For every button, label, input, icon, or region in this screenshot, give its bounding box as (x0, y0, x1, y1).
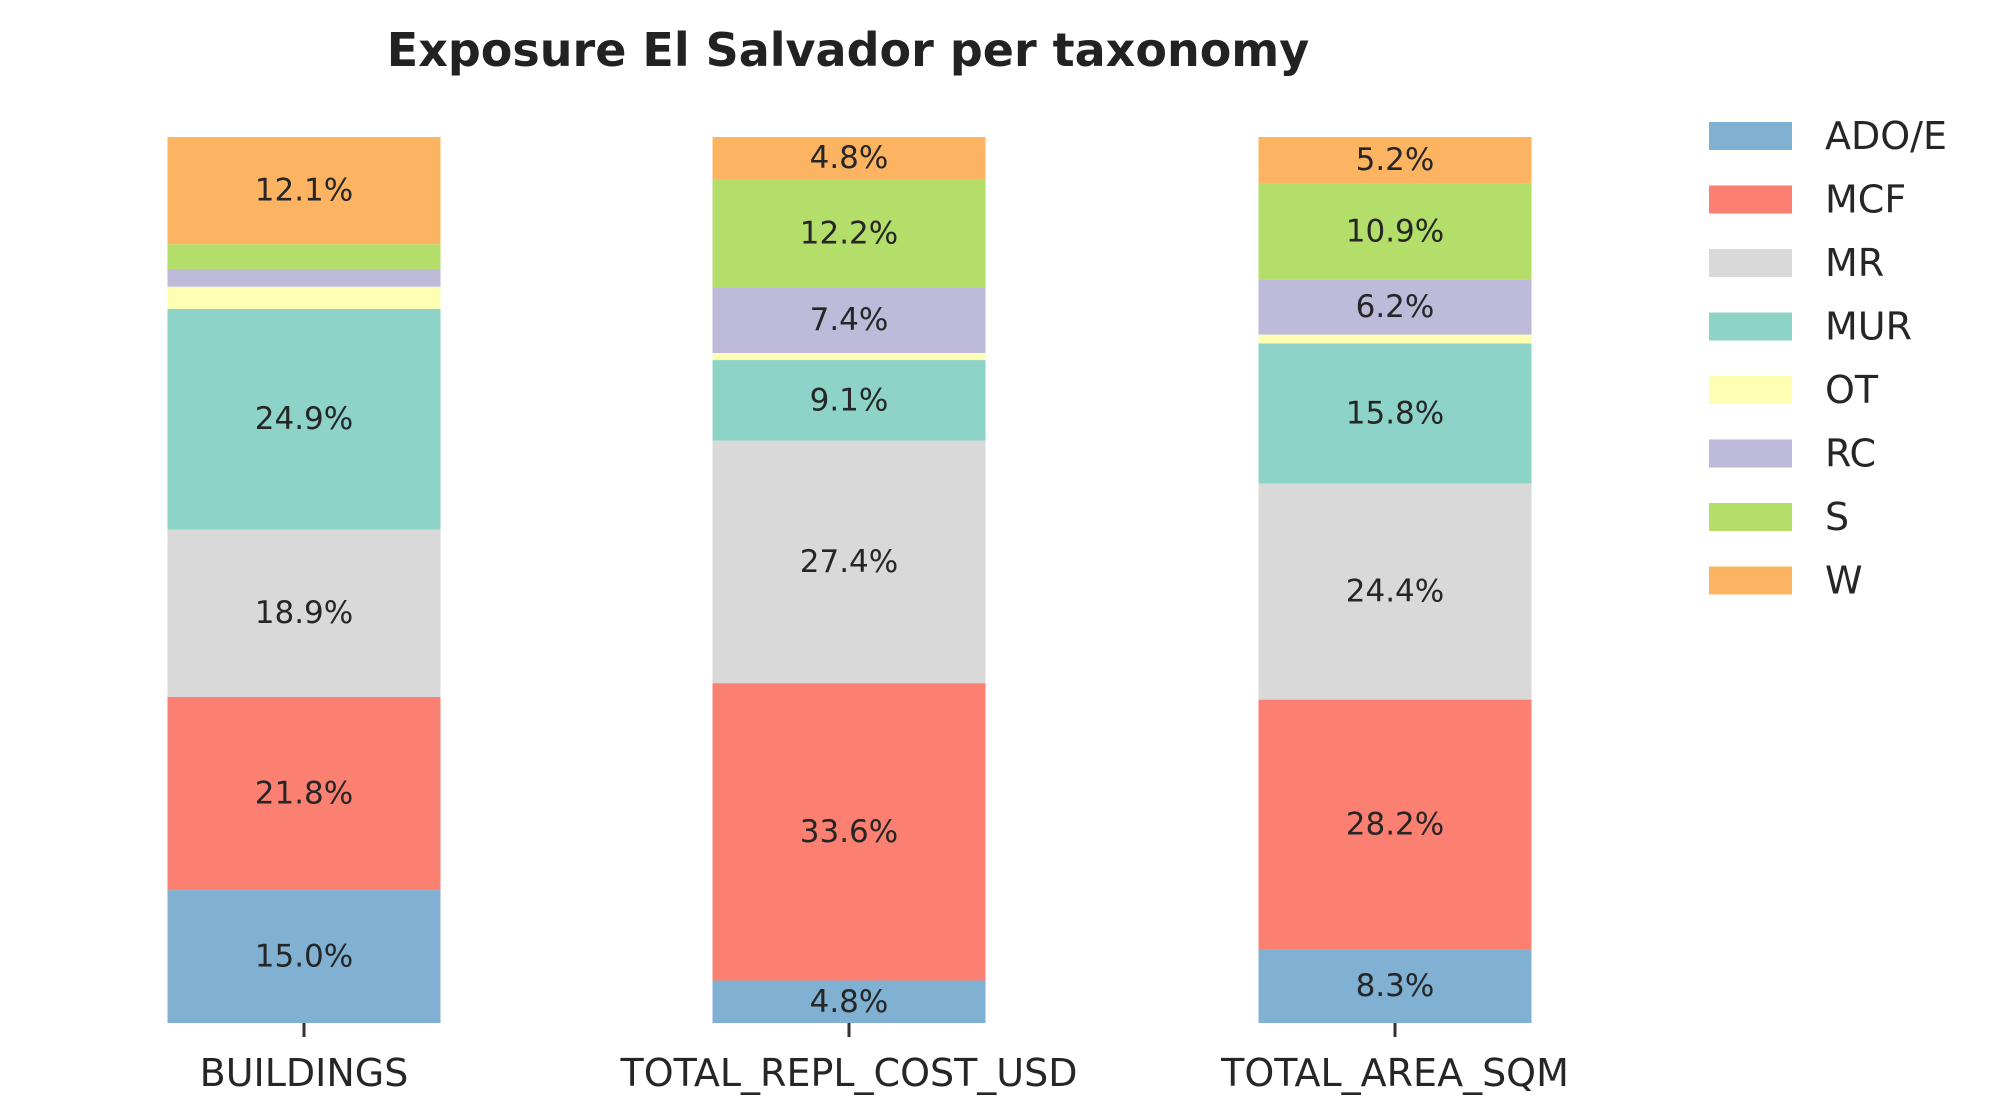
legend-label: RC (1825, 432, 1876, 476)
legend-swatch (1709, 376, 1792, 404)
bar-total-repl-cost-usd-s (712, 179, 986, 288)
data-label: 27.4% (800, 544, 898, 580)
legend-label: W (1825, 559, 1863, 603)
legend-swatch (1709, 249, 1792, 277)
legend-swatch (1709, 439, 1792, 468)
data-label: 12.1% (255, 173, 353, 209)
bar-buildings-mur (167, 308, 441, 530)
bar-total-repl-cost-usd-w (712, 137, 986, 180)
legend-label: MCF (1825, 178, 1906, 222)
bar-buildings-mr (167, 529, 441, 697)
bar-total-area-sqm-w (1258, 137, 1532, 184)
chart-title: Exposure El Salvador per taxonomy (387, 23, 1309, 77)
bar-total-repl-cost-usd-mcf (712, 683, 986, 981)
data-label: 10.9% (1346, 213, 1444, 249)
bar-buildings-s (167, 244, 441, 270)
data-label: 18.9% (255, 595, 353, 631)
data-label: 8.3% (1356, 968, 1435, 1004)
legend-swatch (1709, 122, 1792, 150)
data-label: 5.2% (1356, 142, 1435, 178)
bar-total-repl-cost-usd-ot (712, 352, 986, 361)
data-label: 15.8% (1346, 395, 1444, 431)
data-label: 15.0% (255, 939, 353, 975)
bar-total-area-sqm-ado-e (1258, 949, 1532, 1023)
data-label: 24.4% (1346, 574, 1444, 610)
bar-buildings-ot (167, 286, 441, 309)
bar-total-repl-cost-usd-rc (712, 287, 986, 353)
bar-buildings-mcf (167, 696, 441, 891)
bar-buildings-rc (167, 269, 441, 287)
bar-total-repl-cost-usd-mur (712, 360, 986, 441)
bar-total-area-sqm-rc (1258, 279, 1532, 335)
legend-swatch (1709, 312, 1792, 341)
data-label: 33.6% (800, 814, 898, 850)
data-label: 24.9% (255, 401, 353, 437)
data-labels: 15.0% 21.8% 18.9% 24.9% 12.1% 4.8% 33.6% 27.4% 9… (255, 140, 1444, 1020)
data-label: 7.4% (810, 302, 889, 338)
legend-label: S (1825, 495, 1849, 539)
data-label: 6.2% (1356, 289, 1435, 325)
data-label: 9.1% (810, 382, 889, 418)
bar-total-area-sqm-mur (1258, 343, 1532, 484)
x-axis: BUILDINGS TOTAL_REPL_COST_USD TOTAL_AREA_S… (200, 1023, 1569, 1095)
bar-total-repl-cost-usd-ado-e (712, 980, 986, 1023)
bar-total-area-sqm-s (1258, 183, 1532, 280)
legend-label: MUR (1825, 305, 1912, 349)
data-label: 4.8% (810, 140, 889, 176)
bar-total-area-sqm-ot (1258, 334, 1532, 344)
legend-label: ADO/E (1825, 114, 1947, 158)
x-tick-label: TOTAL_REPL_COST_USD (619, 1051, 1077, 1095)
bar-buildings-w (167, 137, 441, 245)
legend-label: MR (1825, 241, 1884, 285)
legend: ADO/E MCF MR MUR OT RC SW (1709, 114, 1947, 603)
legend-swatch (1709, 185, 1792, 214)
bar-buildings-ado-e (167, 890, 441, 1023)
data-label: 12.2% (800, 215, 898, 251)
legend-swatch (1709, 566, 1792, 595)
bars (167, 137, 1532, 1023)
data-label: 21.8% (255, 776, 353, 812)
data-label: 28.2% (1346, 807, 1444, 843)
x-tick-label: TOTAL_AREA_SQM (1220, 1051, 1569, 1095)
bar-total-area-sqm-mr (1258, 483, 1532, 700)
bar-total-area-sqm-mcf (1258, 699, 1532, 950)
legend-label: OT (1825, 368, 1879, 412)
data-label: 4.8% (810, 984, 889, 1020)
bar-total-repl-cost-usd-mr (712, 440, 986, 684)
legend-swatch (1709, 503, 1792, 531)
x-tick-label: BUILDINGS (200, 1051, 409, 1095)
